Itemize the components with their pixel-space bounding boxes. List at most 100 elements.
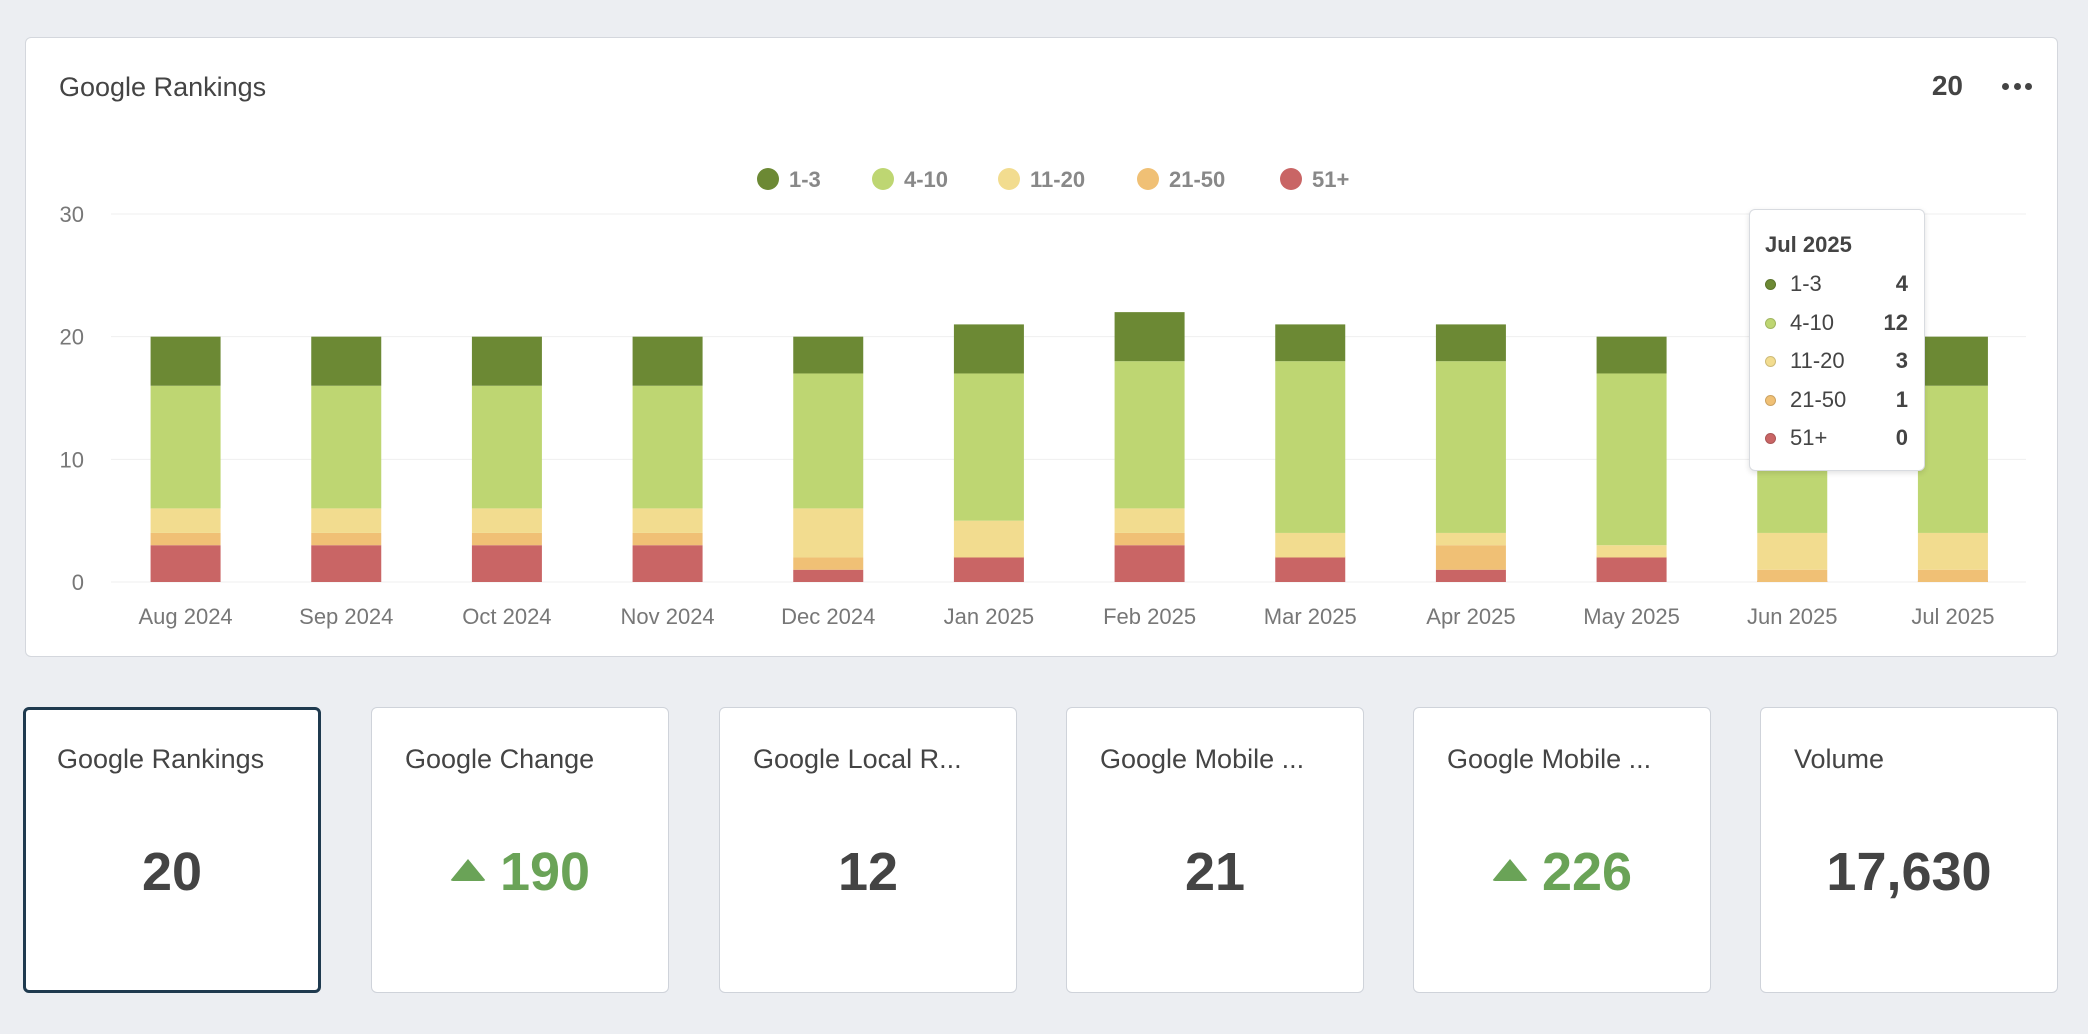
card-google-change[interactable]: Google Change 190	[371, 707, 669, 993]
bar-segment-4-10-sep-2024[interactable]	[311, 385, 382, 509]
bar-segment-1-3-sep-2024[interactable]	[311, 336, 382, 386]
card-google-local-rankings[interactable]: Google Local R... 12	[719, 707, 1017, 993]
x-tick-label: Nov 2024	[620, 604, 714, 629]
x-tick-label: Mar 2025	[1264, 604, 1357, 629]
bar-segment-21-50-aug-2024[interactable]	[150, 532, 221, 546]
bar-segment-11-20-mar-2025[interactable]	[1275, 532, 1346, 558]
legend-dot-icon	[1280, 168, 1302, 190]
tooltip-value: 1	[1895, 387, 1908, 412]
bar-segment-21-50-nov-2024[interactable]	[632, 532, 703, 546]
card-google-rankings[interactable]: Google Rankings 20	[23, 707, 321, 993]
bar-segment-1-3-jul-2025[interactable]	[1917, 336, 1988, 386]
card-volume[interactable]: Volume 17,630	[1760, 707, 2058, 993]
tooltip-row-21-50: 21-50 1	[1765, 387, 1908, 413]
bar-segment-11-20-may-2025[interactable]	[1596, 545, 1667, 558]
bar-segment-51plus-apr-2025[interactable]	[1435, 569, 1506, 582]
bar-segment-1-3-aug-2024[interactable]	[150, 336, 221, 386]
bar-segment-51plus-oct-2024[interactable]	[471, 545, 542, 582]
series-dot-icon	[1765, 318, 1776, 329]
legend-dot-icon	[757, 168, 779, 190]
bar-segment-11-20-aug-2024[interactable]	[150, 508, 221, 533]
bar-segment-11-20-sep-2024[interactable]	[311, 508, 382, 533]
tooltip-row-1-3: 1-3 4	[1765, 271, 1908, 297]
card-value-text: 12	[837, 842, 899, 902]
card-value: 190	[372, 841, 668, 903]
bar-segment-1-3-nov-2024[interactable]	[632, 336, 703, 386]
bar-segment-1-3-mar-2025[interactable]	[1275, 324, 1346, 362]
bar-segment-11-20-jul-2025[interactable]	[1917, 532, 1988, 570]
bar-segment-4-10-feb-2025[interactable]	[1114, 361, 1185, 509]
y-tick-label: 30	[60, 202, 84, 227]
x-tick-label: Jul 2025	[1911, 604, 1994, 629]
card-value: 12	[720, 841, 1016, 903]
legend-item[interactable]: 11-20	[1030, 167, 1085, 192]
bar-segment-4-10-nov-2024[interactable]	[632, 385, 703, 509]
bar-segment-11-20-dec-2024[interactable]	[793, 508, 864, 558]
legend-item[interactable]: 21-50	[1169, 167, 1225, 192]
bar-segment-21-50-feb-2025[interactable]	[1114, 532, 1185, 546]
bar-segment-21-50-oct-2024[interactable]	[471, 532, 542, 546]
card-title: Google Rankings	[57, 744, 265, 774]
bar-segment-51plus-mar-2025[interactable]	[1275, 557, 1346, 582]
bar-segment-4-10-mar-2025[interactable]	[1275, 361, 1346, 533]
card-value: 17,630	[1761, 841, 2057, 903]
legend-item[interactable]: 51+	[1312, 167, 1349, 192]
tooltip-row-51plus: 51+ 0	[1765, 425, 1908, 451]
bar-segment-21-50-sep-2024[interactable]	[311, 532, 382, 546]
arrow-up-icon	[1491, 858, 1528, 881]
series-dot-icon	[1765, 279, 1776, 290]
bar-segment-11-20-oct-2024[interactable]	[471, 508, 542, 533]
bar-segment-4-10-apr-2025[interactable]	[1435, 361, 1506, 533]
bar-segment-51plus-aug-2024[interactable]	[150, 545, 221, 582]
card-google-mobile-change[interactable]: Google Mobile ... 226	[1413, 707, 1711, 993]
bar-segment-51plus-sep-2024[interactable]	[311, 545, 382, 582]
bar-segment-1-3-dec-2024[interactable]	[793, 336, 864, 374]
bar-segment-51plus-may-2025[interactable]	[1596, 557, 1667, 582]
bar-segment-51plus-nov-2024[interactable]	[632, 545, 703, 582]
bar-segment-51plus-jan-2025[interactable]	[953, 557, 1024, 582]
bar-segment-51plus-dec-2024[interactable]	[793, 569, 864, 582]
card-value-text: 21	[1184, 842, 1246, 902]
bar-segment-21-50-jun-2025[interactable]	[1757, 569, 1828, 582]
bar-segment-4-10-jul-2025[interactable]	[1917, 385, 1988, 533]
tooltip-value: 0	[1895, 425, 1908, 450]
tooltip-value: 4	[1895, 271, 1908, 296]
bar-segment-11-20-jan-2025[interactable]	[953, 520, 1024, 558]
bar-segment-4-10-oct-2024[interactable]	[471, 385, 542, 509]
card-title: Volume	[1794, 744, 1885, 774]
x-tick-label: Feb 2025	[1103, 604, 1196, 629]
bar-segment-4-10-jan-2025[interactable]	[953, 373, 1024, 521]
bar-segment-1-3-oct-2024[interactable]	[471, 336, 542, 386]
y-tick-label: 10	[60, 447, 84, 472]
card-title: Google Mobile ...	[1447, 744, 1652, 774]
bar-segment-4-10-dec-2024[interactable]	[793, 373, 864, 509]
bar-segment-21-50-dec-2024[interactable]	[793, 557, 864, 570]
card-value-text: 17,630	[1826, 842, 1992, 902]
card-title: Google Mobile ...	[1100, 744, 1305, 774]
bar-segment-11-20-feb-2025[interactable]	[1114, 508, 1185, 533]
bar-segment-1-3-may-2025[interactable]	[1596, 336, 1667, 374]
bar-segment-1-3-apr-2025[interactable]	[1435, 324, 1506, 362]
bar-segment-4-10-aug-2024[interactable]	[150, 385, 221, 509]
legend-item[interactable]: 4-10	[904, 167, 948, 192]
card-google-mobile-rankings[interactable]: Google Mobile ... 21	[1066, 707, 1364, 993]
bar-segment-1-3-jan-2025[interactable]	[953, 324, 1024, 374]
x-tick-label: Apr 2025	[1426, 604, 1515, 629]
bar-segment-11-20-nov-2024[interactable]	[632, 508, 703, 533]
y-tick-label: 20	[60, 325, 84, 350]
bar-segment-4-10-may-2025[interactable]	[1596, 373, 1667, 546]
ellipsis-icon[interactable]	[1997, 74, 2037, 98]
tooltip-row-4-10: 4-10 12	[1765, 310, 1908, 336]
tooltip-value: 12	[1883, 310, 1908, 335]
x-tick-label: Dec 2024	[781, 604, 875, 629]
bar-segment-21-50-apr-2025[interactable]	[1435, 545, 1506, 570]
bar-segment-11-20-jun-2025[interactable]	[1757, 532, 1828, 570]
bar-segment-11-20-apr-2025[interactable]	[1435, 532, 1506, 546]
tooltip-value: 3	[1895, 348, 1908, 373]
legend-item[interactable]: 1-3	[789, 167, 821, 192]
tooltip-label: 21-50	[1790, 387, 1847, 412]
bar-segment-1-3-feb-2025[interactable]	[1114, 312, 1185, 362]
bar-segment-51plus-feb-2025[interactable]	[1114, 545, 1185, 582]
bar-segment-21-50-jul-2025[interactable]	[1917, 569, 1988, 582]
legend-dot-icon	[872, 168, 894, 190]
